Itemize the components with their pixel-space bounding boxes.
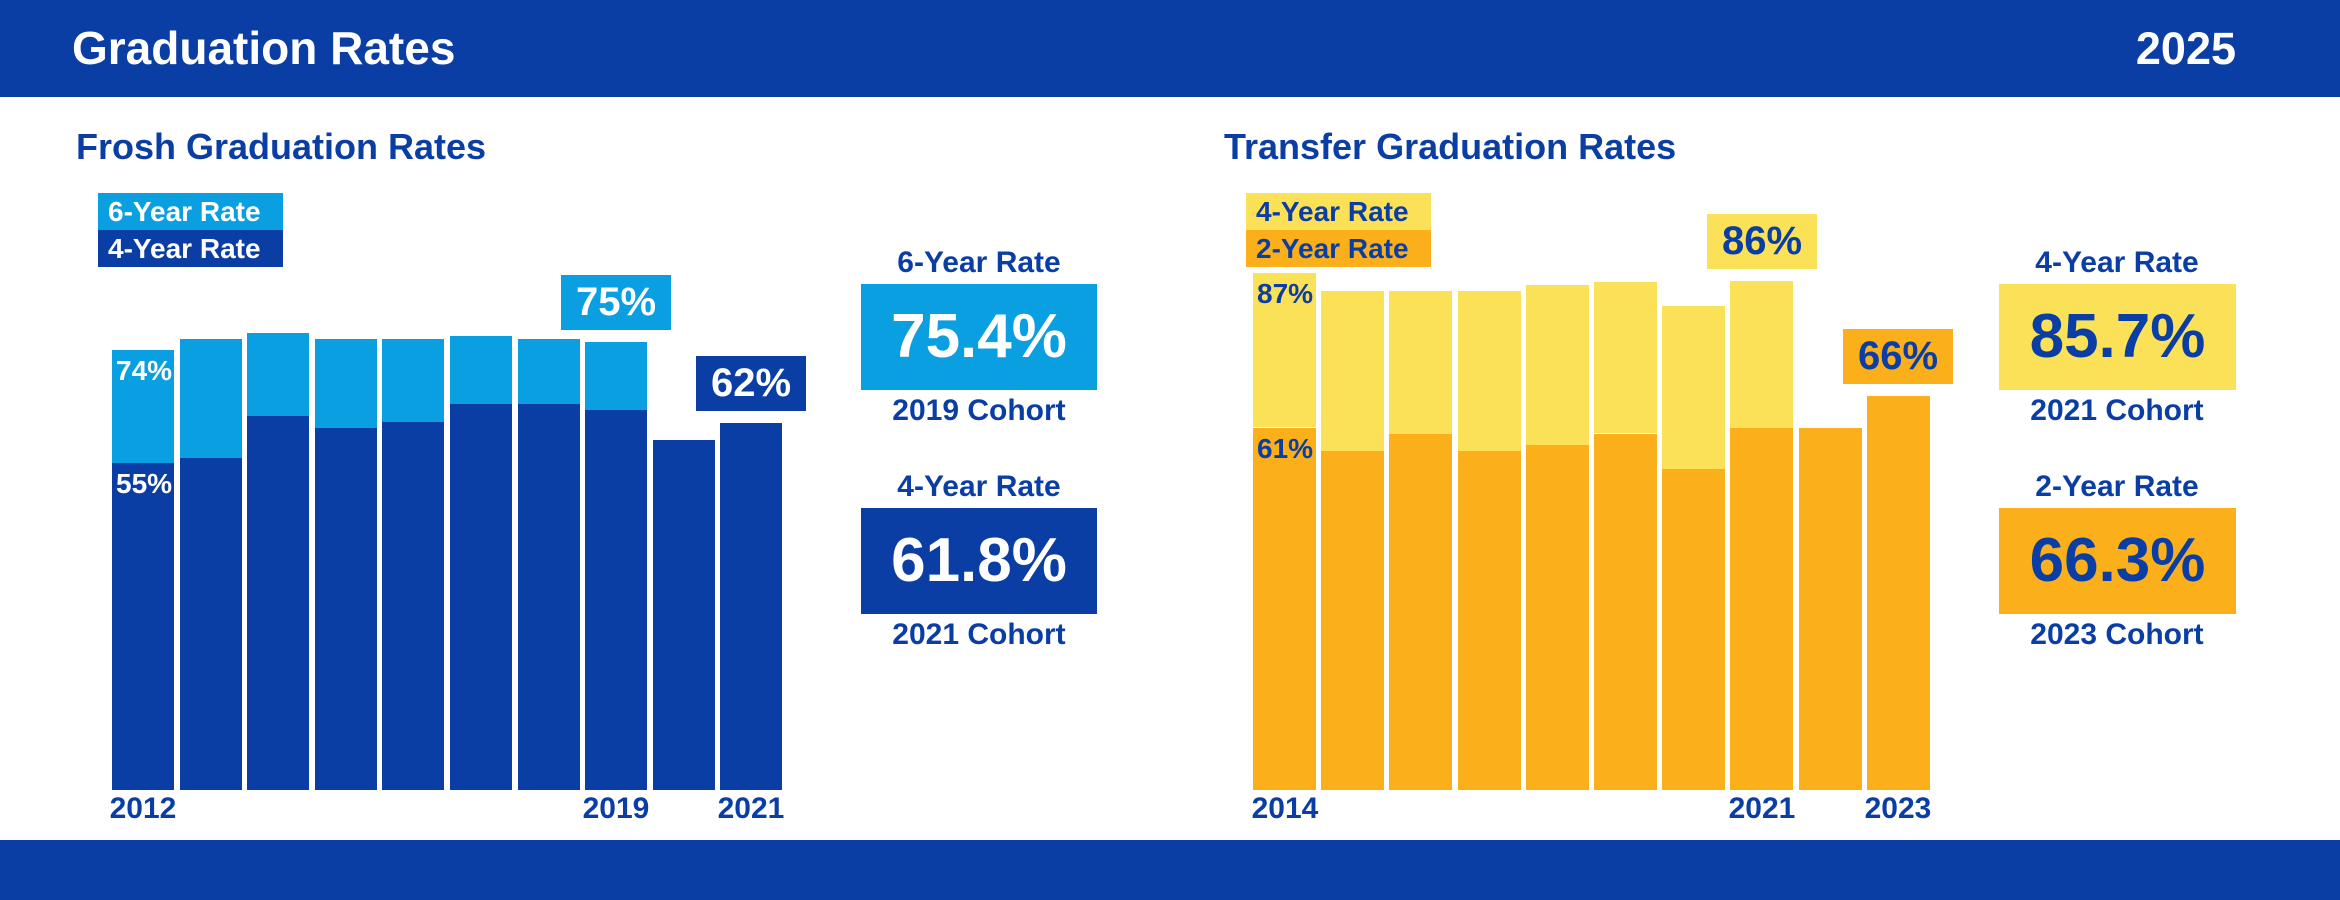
callout-86%: 86% (1707, 214, 1817, 269)
transfer-2year-rate-label: 2-Year Rate (2035, 470, 2199, 503)
frosh-4year-rate-label: 4-Year Rate (897, 470, 1061, 503)
header-bar: Graduation Rates 2025 (0, 0, 2340, 97)
transfer-2year-value-box: 66.3% (1999, 508, 2236, 614)
bar-2021-4-Year Rate (720, 423, 782, 790)
transfer-legend-4year: 4-Year Rate (1246, 193, 1431, 230)
transfer-legend-2year: 2-Year Rate (1246, 230, 1431, 267)
bar-2014-4-Year Rate (1253, 273, 1316, 427)
frosh-6year-rate-label: 6-Year Rate (897, 246, 1061, 279)
bar-2015-6-Year Rate (315, 339, 377, 428)
bar-2014-6-Year Rate (247, 333, 309, 416)
bar-2019-4-Year Rate (585, 410, 647, 790)
transfer-2year-cohort: 2023 Cohort (2030, 618, 2204, 651)
bar-2019-6-Year Rate (585, 342, 647, 410)
frosh-4year-cohort: 2021 Cohort (892, 618, 1066, 651)
transfer-4year-value-box: 85.7% (1999, 284, 2236, 390)
bar-2015-4-Year Rate (1321, 291, 1384, 451)
bar-2020-4-Year Rate (1662, 306, 1725, 469)
bar-value-label: 61% (1257, 433, 1314, 464)
bar-2017-6-Year Rate (450, 336, 512, 404)
bar-2023-2-Year Rate (1867, 396, 1930, 790)
bar-value-label: 74% (116, 355, 173, 386)
bar-2018-4-Year Rate (518, 404, 580, 790)
transfer-chart-title: Transfer Graduation Rates (1224, 126, 1677, 167)
bar-value-label: 87% (1257, 278, 1314, 309)
transfer-4year-rate-label: 4-Year Rate (2035, 246, 2199, 279)
bar-2020-4-Year Rate (653, 440, 715, 790)
bar-2018-4-Year Rate (1526, 285, 1589, 445)
bar-2018-6-Year Rate (518, 339, 580, 404)
frosh-legend-6year: 6-Year Rate (98, 193, 283, 230)
bar-2018-2-Year Rate (1526, 445, 1589, 790)
bar-2016-4-Year Rate (1389, 291, 1452, 434)
footer-bar (0, 840, 2340, 900)
bar-2022-2-Year Rate (1799, 428, 1862, 790)
bar-2019-4-Year Rate (1594, 282, 1657, 433)
frosh-4year-value-box: 61.8% (861, 508, 1097, 614)
bar-2015-2-Year Rate (1321, 451, 1384, 790)
bar-2013-6-Year Rate (180, 339, 242, 458)
bar-2013-4-Year Rate (180, 457, 242, 790)
callout-66%: 66% (1843, 329, 1953, 384)
bar-value-label: 55% (116, 468, 173, 499)
callout-62%: 62% (696, 356, 806, 411)
frosh-legend-4year: 4-Year Rate (98, 230, 283, 267)
bar-2016-4-Year Rate (382, 422, 444, 790)
page-title: Graduation Rates (72, 22, 456, 74)
header-year: 2025 (2135, 23, 2236, 74)
x-axis-label-2021: 2021 (1728, 792, 1796, 825)
bar-2021-4-Year Rate (1730, 281, 1793, 428)
x-axis-label-2021: 2021 (717, 792, 785, 825)
frosh-6year-value-box: 75.4% (861, 284, 1097, 390)
bar-2014-4-Year Rate (247, 416, 309, 790)
frosh-chart-title: Frosh Graduation Rates (76, 126, 487, 167)
x-axis-label-2012: 2012 (109, 792, 177, 825)
bar-2015-4-Year Rate (315, 428, 377, 790)
bar-2016-6-Year Rate (382, 339, 444, 422)
callout-75%: 75% (561, 275, 671, 330)
frosh-6year-cohort: 2019 Cohort (892, 394, 1066, 427)
x-axis-label-2019: 2019 (582, 792, 650, 825)
bar-2016-2-Year Rate (1389, 434, 1452, 790)
bar-2019-2-Year Rate (1594, 434, 1657, 790)
bar-2017-4-Year Rate (1458, 291, 1521, 451)
bar-2012-6-Year Rate (112, 350, 174, 463)
bar-2014-2-Year Rate (1253, 428, 1316, 790)
transfer-4year-cohort: 2021 Cohort (2030, 394, 2204, 427)
bar-2017-2-Year Rate (1458, 451, 1521, 790)
x-axis-label-2014: 2014 (1251, 792, 1319, 825)
bar-2020-2-Year Rate (1662, 469, 1725, 790)
bar-2012-4-Year Rate (112, 463, 174, 790)
bar-2021-2-Year Rate (1730, 428, 1793, 790)
bar-2017-4-Year Rate (450, 404, 512, 790)
x-axis-label-2023: 2023 (1864, 792, 1932, 825)
